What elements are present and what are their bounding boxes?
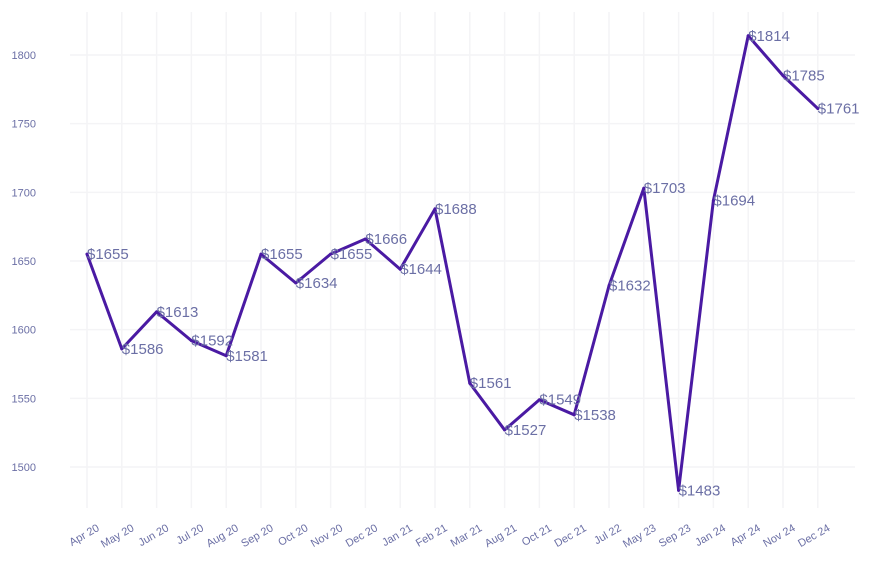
data-point: [398, 267, 402, 271]
data-labels: $1655 $1586 $1613 $1592$1581 $1655 $1634 $1655…: [87, 28, 860, 500]
data-point: [329, 252, 333, 256]
y-tick-label: 1500: [12, 462, 36, 474]
series-line-group: [85, 34, 820, 492]
x-tick-label: Jan 24: [693, 522, 728, 549]
data-label: $1549: [539, 392, 581, 409]
data-label: $1613: [157, 304, 199, 321]
x-tick-label: Apr 24: [729, 522, 763, 549]
x-tick-label: Jul 22: [592, 522, 623, 547]
data-point: [120, 347, 124, 351]
y-tick-label: 1550: [12, 393, 36, 405]
x-tick-label: Dec 24: [796, 522, 832, 550]
data-point: [155, 310, 159, 314]
data-point: [433, 207, 437, 211]
x-tick-label: Feb 21: [414, 522, 450, 550]
data-point: [224, 354, 228, 358]
data-label: $1527: [505, 422, 547, 439]
x-tick-label: Aug 20: [204, 522, 240, 550]
data-point: [468, 381, 472, 385]
data-label: $1483: [679, 482, 721, 499]
data-label: $1694: [713, 193, 755, 210]
x-tick-label: Dec 21: [553, 522, 589, 550]
x-tick-label: Oct 21: [520, 522, 554, 549]
data-point: [85, 252, 89, 256]
data-label: $1538: [574, 407, 616, 424]
data-point: [746, 34, 750, 38]
x-tick-label: May 20: [99, 522, 136, 550]
x-tick-label: Jul 20: [174, 522, 205, 547]
y-axis-ticks: 1500 1550 1600 1650 1700 1750 1800: [12, 50, 36, 474]
data-point: [711, 199, 715, 203]
series-line: [85, 34, 820, 492]
y-tick-label: 1600: [12, 325, 36, 337]
x-tick-label: Oct 20: [276, 522, 310, 549]
data-label: $1814: [748, 28, 790, 45]
grid-lines: [70, 12, 855, 508]
data-label: $1586: [122, 341, 164, 358]
data-label: $1581: [226, 348, 268, 365]
x-tick-label: May 23: [621, 522, 658, 550]
data-point: [572, 413, 576, 417]
x-tick-label: Jan 21: [380, 522, 415, 549]
y-tick-label: 1750: [12, 119, 36, 131]
x-tick-label: Aug 21: [483, 522, 519, 550]
data-point: [503, 428, 507, 432]
data-label: $1655: [261, 246, 303, 263]
data-label: $1632: [609, 278, 651, 295]
data-label: $1761: [818, 101, 860, 118]
data-point: [537, 398, 541, 402]
y-tick-label: 1800: [12, 50, 36, 62]
x-tick-label: Apr 20: [67, 522, 101, 549]
data-label: $1634: [296, 275, 338, 292]
data-point: [607, 284, 611, 288]
y-tick-label: 1700: [12, 187, 36, 199]
data-point: [642, 186, 646, 190]
data-label: $1655: [331, 246, 373, 263]
data-label: $1655: [87, 246, 129, 263]
data-point: [677, 488, 681, 492]
data-point: [781, 74, 785, 78]
data-point: [189, 339, 193, 343]
x-tick-label: Mar 21: [449, 522, 485, 550]
y-tick-label: 1650: [12, 256, 36, 268]
data-label: $1666: [365, 231, 407, 248]
x-tick-label: Dec 20: [344, 522, 380, 550]
data-point: [816, 107, 820, 111]
x-tick-label: Sep 20: [239, 522, 275, 550]
x-tick-label: Nov 24: [761, 522, 797, 550]
data-point: [363, 237, 367, 241]
data-label: $1688: [435, 201, 477, 218]
data-label: $1644: [400, 261, 442, 278]
data-label: $1592: [191, 333, 233, 350]
x-tick-label: Nov 20: [309, 522, 345, 550]
data-point: [294, 281, 298, 285]
x-tick-label: Jun 20: [136, 522, 171, 549]
data-label: $1703: [644, 180, 686, 197]
data-point: [259, 252, 263, 256]
data-label: $1561: [470, 375, 512, 392]
x-tick-label: Sep 23: [657, 522, 693, 550]
data-label: $1785: [783, 68, 825, 85]
